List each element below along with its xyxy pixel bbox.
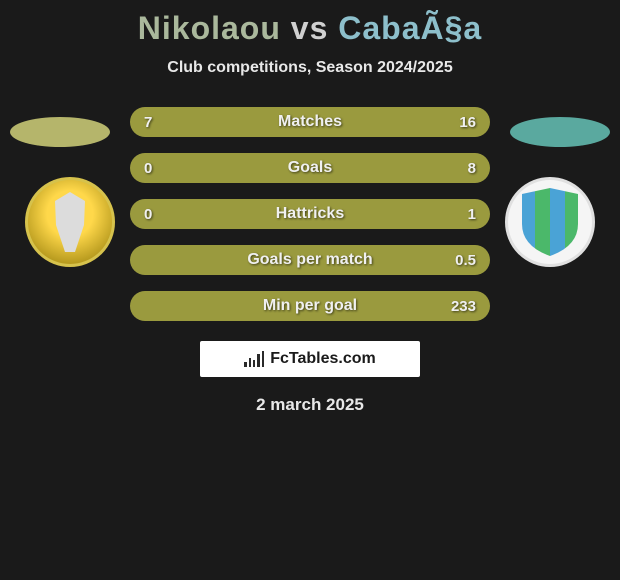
crest-figure-icon (45, 192, 95, 252)
stat-right-value: 1 (468, 206, 476, 223)
stat-right-value: 8 (468, 160, 476, 177)
page-title: Nikolaou vs CabaÃ§a (0, 10, 620, 47)
comparison-card: Nikolaou vs CabaÃ§a Club competitions, S… (0, 0, 620, 415)
brand-badge: FcTables.com (200, 341, 420, 377)
stat-bar: 0Hattricks1 (130, 199, 490, 229)
subtitle: Club competitions, Season 2024/2025 (0, 59, 620, 77)
stat-label: Goals per match (130, 251, 490, 269)
stat-left-value: 0 (144, 160, 152, 177)
player2-crest (505, 177, 595, 267)
player1-marker (10, 117, 110, 147)
stat-left-value: 0 (144, 206, 152, 223)
stat-label: Hattricks (130, 205, 490, 223)
brand-chart-icon (244, 351, 264, 367)
player1-crest (25, 177, 115, 267)
player2-marker (510, 117, 610, 147)
vs-text: vs (291, 10, 329, 46)
stat-label: Matches (130, 113, 490, 131)
stat-right-value: 16 (459, 114, 476, 131)
date-text: 2 march 2025 (0, 395, 620, 415)
stat-bar: Min per goal233 (130, 291, 490, 321)
player2-name: CabaÃ§a (338, 10, 482, 46)
brand-text: FcTables.com (270, 350, 376, 368)
stat-bar: 0Goals8 (130, 153, 490, 183)
stat-bar: 7Matches16 (130, 107, 490, 137)
stat-left-value: 7 (144, 114, 152, 131)
stat-right-value: 233 (451, 298, 476, 315)
crest-shield-icon (520, 188, 580, 256)
stats-area: 7Matches160Goals80Hattricks1Goals per ma… (0, 107, 620, 321)
stat-right-value: 0.5 (455, 252, 476, 269)
stat-label: Goals (130, 159, 490, 177)
player1-name: Nikolaou (138, 10, 281, 46)
stat-bar: Goals per match0.5 (130, 245, 490, 275)
stat-label: Min per goal (130, 297, 490, 315)
